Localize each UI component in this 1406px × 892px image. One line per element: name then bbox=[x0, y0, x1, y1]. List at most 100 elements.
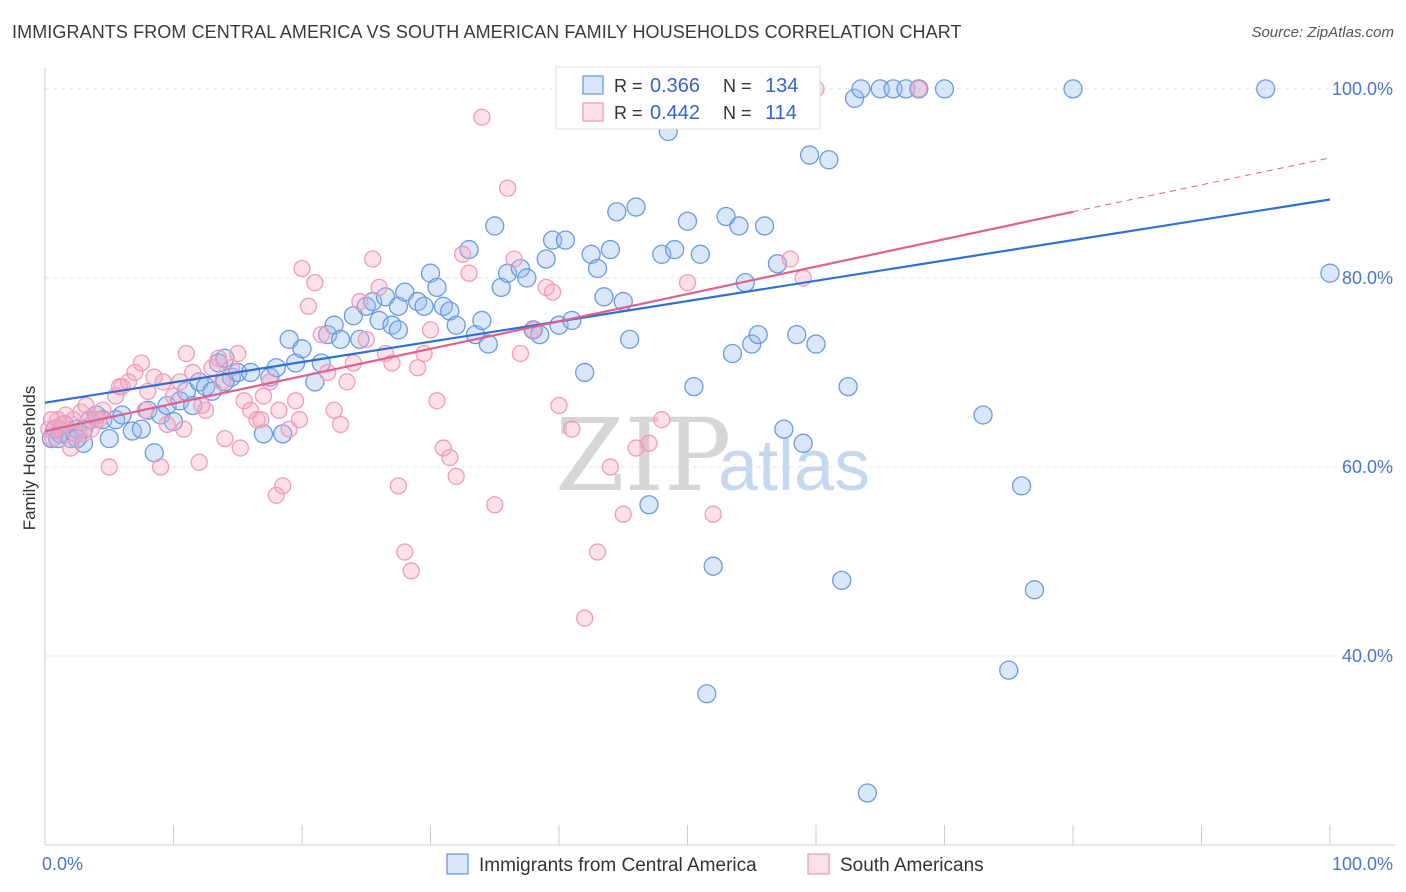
data-point bbox=[639, 495, 659, 515]
legend-top: R = 0.366 N = 134 R = 0.442 N = 114 bbox=[555, 66, 821, 130]
data-point bbox=[274, 477, 292, 495]
axes: 40.0% 60.0% 80.0% 100.0% 0.0% 100.0% bbox=[42, 68, 1395, 874]
data-point bbox=[402, 562, 420, 580]
data-point bbox=[832, 570, 852, 591]
legend-swatch bbox=[807, 853, 830, 875]
data-point bbox=[555, 230, 576, 250]
data-point bbox=[131, 419, 152, 439]
data-point bbox=[729, 216, 749, 236]
data-point bbox=[312, 325, 330, 344]
data-point bbox=[703, 556, 723, 576]
x-tick-label: 100.0% bbox=[1332, 854, 1393, 874]
data-point bbox=[748, 324, 768, 345]
data-point bbox=[677, 211, 698, 231]
data-point bbox=[934, 79, 955, 99]
data-point bbox=[999, 660, 1019, 680]
data-point bbox=[216, 429, 234, 448]
data-point bbox=[678, 274, 697, 292]
data-point bbox=[453, 245, 472, 263]
data-point bbox=[543, 283, 562, 301]
data-point bbox=[254, 387, 273, 405]
data-point bbox=[427, 277, 447, 298]
data-point bbox=[447, 467, 465, 486]
data-point bbox=[77, 396, 95, 415]
data-points bbox=[40, 79, 1340, 803]
data-point bbox=[614, 505, 632, 523]
data-point bbox=[704, 505, 722, 523]
data-point bbox=[270, 401, 288, 419]
data-point bbox=[716, 206, 736, 227]
data-point bbox=[193, 396, 211, 415]
data-point bbox=[627, 439, 645, 457]
data-point bbox=[408, 359, 427, 377]
data-point bbox=[620, 329, 640, 350]
data-point bbox=[441, 448, 459, 467]
trend-line bbox=[44, 210, 1074, 433]
y-tick-label: 80.0% bbox=[1342, 268, 1393, 288]
data-point bbox=[563, 420, 581, 438]
data-point bbox=[158, 415, 176, 434]
trend-lines bbox=[44, 157, 1331, 433]
y-axis-label: Family Households bbox=[20, 386, 39, 531]
data-point bbox=[99, 428, 119, 449]
data-point bbox=[510, 258, 531, 279]
data-point bbox=[851, 79, 871, 99]
data-point bbox=[279, 329, 299, 350]
legend-n-value: 114 bbox=[765, 102, 797, 124]
data-point bbox=[389, 477, 408, 495]
chart-title: IMMIGRANTS FROM CENTRAL AMERICA VS SOUTH… bbox=[12, 22, 962, 42]
data-point bbox=[857, 783, 878, 803]
data-point bbox=[697, 684, 717, 704]
legend-swatch bbox=[446, 853, 469, 875]
legend-bottom: Immigrants from Central America South Ame… bbox=[446, 853, 984, 876]
data-point bbox=[600, 239, 621, 260]
data-point bbox=[806, 334, 826, 354]
data-point bbox=[1320, 263, 1340, 283]
data-point bbox=[485, 216, 505, 236]
data-point bbox=[581, 244, 601, 264]
legend-r-label: R = bbox=[614, 76, 643, 96]
x-tick-label: 0.0% bbox=[42, 854, 83, 874]
watermark: ZIP atlas bbox=[555, 397, 870, 514]
data-point bbox=[684, 376, 704, 397]
legend-r-label: R = bbox=[614, 103, 643, 123]
trend-line bbox=[44, 198, 1331, 404]
data-point bbox=[299, 297, 318, 315]
data-point bbox=[338, 373, 356, 391]
data-point bbox=[175, 420, 193, 438]
data-point bbox=[151, 458, 170, 476]
data-point bbox=[472, 310, 492, 331]
data-point bbox=[665, 239, 685, 260]
legend-swatch bbox=[582, 75, 604, 95]
data-point bbox=[306, 274, 324, 292]
data-point bbox=[511, 344, 530, 363]
data-point bbox=[1024, 580, 1045, 600]
data-point bbox=[428, 392, 446, 410]
data-point bbox=[486, 496, 504, 514]
data-point bbox=[364, 250, 382, 268]
data-point bbox=[1063, 79, 1083, 99]
data-point bbox=[74, 425, 93, 443]
data-point bbox=[754, 216, 775, 236]
data-point bbox=[421, 321, 440, 339]
data-point bbox=[240, 362, 261, 383]
data-point bbox=[781, 250, 799, 268]
data-point bbox=[395, 282, 415, 302]
legend-swatch bbox=[582, 102, 604, 122]
data-point bbox=[267, 486, 285, 504]
data-point bbox=[351, 292, 369, 311]
data-point bbox=[653, 411, 671, 429]
data-point bbox=[154, 373, 172, 391]
data-point bbox=[132, 354, 151, 372]
data-point bbox=[774, 419, 794, 439]
y-tick-label: 100.0% bbox=[1332, 79, 1393, 99]
data-point bbox=[498, 179, 517, 197]
data-point bbox=[594, 287, 614, 307]
data-point bbox=[290, 411, 309, 429]
data-point bbox=[626, 197, 646, 217]
data-point bbox=[184, 363, 202, 382]
data-point bbox=[331, 415, 350, 434]
data-point bbox=[576, 609, 594, 627]
legend-n-value: 134 bbox=[765, 75, 798, 97]
